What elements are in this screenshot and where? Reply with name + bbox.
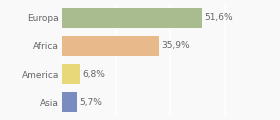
Text: 51,6%: 51,6% <box>204 13 233 22</box>
Bar <box>62 36 159 56</box>
Bar <box>62 92 77 112</box>
Text: 5,7%: 5,7% <box>79 98 102 107</box>
Bar <box>62 8 202 28</box>
Text: 6,8%: 6,8% <box>82 70 105 79</box>
Text: 35,9%: 35,9% <box>161 41 190 50</box>
Bar <box>62 64 80 84</box>
